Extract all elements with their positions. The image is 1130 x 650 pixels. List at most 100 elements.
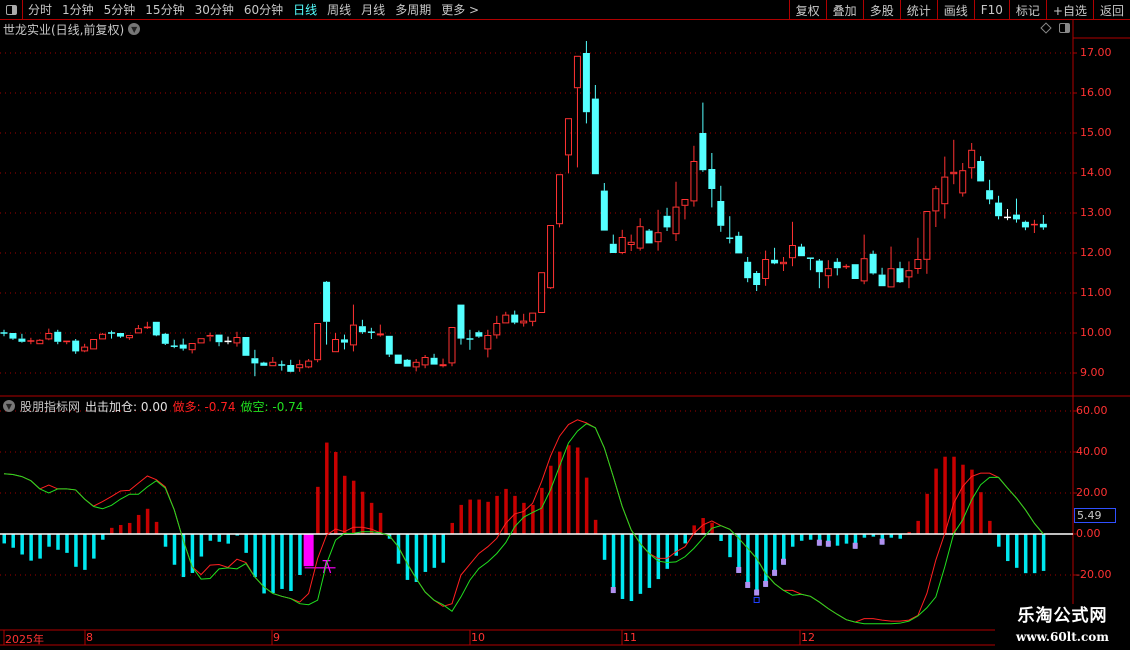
period-tab[interactable]: 周线 (327, 3, 352, 17)
period-tab[interactable]: 分时 (28, 3, 53, 17)
signal-marker (304, 560, 336, 574)
bar-up (136, 514, 141, 534)
toolbar-button[interactable]: F10 (973, 0, 1009, 20)
signal-bar (303, 534, 314, 567)
candle-up (376, 333, 384, 336)
candle-down (815, 260, 823, 273)
indicator-axis-label: 40.00 (1076, 445, 1108, 458)
period-tab[interactable]: 5分钟 (103, 3, 136, 17)
candle-up (233, 337, 241, 344)
period-tab[interactable]: 月线 (361, 3, 386, 17)
candle-down (340, 339, 348, 343)
bar-up (477, 499, 481, 534)
bar-down (423, 534, 428, 572)
candle-up (672, 206, 680, 235)
bar-up (145, 508, 150, 534)
candle-up (932, 188, 940, 212)
period-tab[interactable]: 15分钟 (145, 3, 185, 17)
bar-down (11, 534, 15, 548)
panel-toggle-icon[interactable] (0, 0, 23, 20)
price-axis-label: 14.00 (1080, 166, 1112, 179)
bar-up (468, 499, 472, 534)
bar-up (979, 492, 983, 534)
period-tab[interactable]: 日线 (293, 3, 318, 17)
bar-down (271, 534, 275, 594)
candle-up (90, 339, 98, 350)
candle-up (654, 232, 662, 243)
chevron-down-icon[interactable]: ▼ (128, 23, 141, 35)
short-line (3, 423, 1044, 625)
warn-bar-tip (736, 566, 742, 573)
bar-up (952, 456, 956, 534)
candle-up (618, 237, 626, 253)
toolbar-button[interactable]: 返回 (1092, 0, 1130, 20)
candle-down (986, 190, 994, 200)
bar-down (665, 534, 670, 569)
bar-down (1014, 534, 1019, 568)
panel-toggle-icon[interactable] (1059, 23, 1070, 33)
candle-up (143, 326, 151, 329)
toolbar-button[interactable]: 标记 (1008, 0, 1046, 20)
candle-up (556, 174, 564, 225)
candle-down (242, 337, 250, 356)
warn-bar-tip (745, 581, 751, 588)
bar-down (47, 534, 51, 547)
warn-bar-tip (825, 540, 831, 547)
warn-bar-tip (763, 580, 769, 587)
bar-down (172, 534, 177, 565)
toolbar-button[interactable]: 复权 (788, 0, 826, 20)
bar-down (773, 534, 777, 576)
period-tab[interactable]: 更多 > (441, 3, 480, 17)
bar-up (907, 531, 911, 534)
price-axis-label: 11.00 (1080, 286, 1112, 299)
indicator-axis-label: 60.00 (1076, 404, 1108, 417)
candle-up (788, 245, 796, 259)
bar-up (351, 480, 356, 534)
time-axis-label: 10 (471, 631, 485, 644)
period-tab[interactable]: 1分钟 (62, 3, 94, 17)
bar-down (2, 534, 6, 544)
bar-up (325, 442, 329, 534)
candle-down (995, 202, 1003, 217)
bar-down (181, 534, 186, 578)
candle-down (1039, 223, 1047, 228)
bar-up (369, 502, 374, 534)
period-tab[interactable]: 60分钟 (243, 3, 284, 17)
bar-down (638, 534, 643, 594)
bar-down (611, 534, 616, 594)
candle-down (430, 357, 438, 365)
bar-down (853, 534, 858, 549)
bar-down (683, 534, 687, 544)
chevron-down-icon[interactable]: ▼ (3, 400, 15, 412)
bar-up (127, 522, 132, 534)
toolbar-button[interactable]: +自选 (1045, 0, 1093, 20)
bar-down (199, 534, 204, 557)
toolbar-button[interactable]: 画线 (936, 0, 974, 20)
candle-down (717, 201, 725, 226)
toolbar-button[interactable]: 统计 (899, 0, 937, 20)
bar-up (522, 502, 526, 534)
candle-up (421, 357, 429, 366)
bar-down (997, 534, 1001, 547)
bar-down (808, 534, 813, 540)
candle-up (547, 225, 555, 289)
warn-bar-tip (772, 569, 778, 576)
time-axis-label: 9 (273, 631, 280, 644)
indicator-value-long: 做多: -0.74 (172, 399, 236, 414)
candle-down (753, 273, 761, 285)
period-tab[interactable]: 30分钟 (194, 3, 234, 17)
candle-down (869, 253, 877, 274)
bar-down (29, 534, 33, 561)
toolbar-button[interactable]: 叠加 (825, 0, 863, 20)
bar-up (316, 486, 320, 534)
chart-title-row: 世龙实业(日线,前复权) ▼ (3, 21, 141, 37)
candle-up (941, 176, 949, 205)
bar-down (755, 534, 759, 596)
indicator-value-short: 做空: -0.74 (240, 399, 304, 414)
period-tab[interactable]: 多周期 (395, 3, 432, 17)
toolbar-button[interactable]: 多股 (862, 0, 900, 20)
candle-down (833, 261, 841, 269)
price-axis-label: 9.00 (1080, 366, 1105, 379)
bar-down (871, 534, 876, 537)
